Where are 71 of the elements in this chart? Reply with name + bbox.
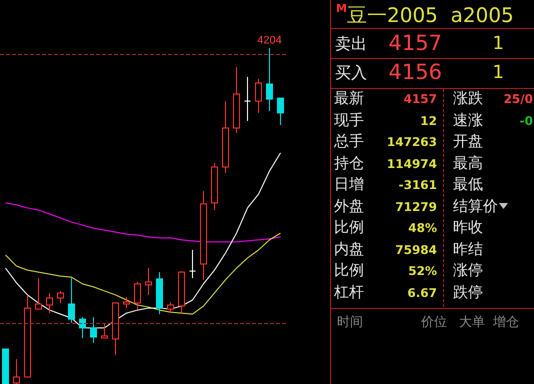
text: 买入 (335, 63, 367, 82)
text: 4156 (388, 60, 442, 84)
candlestick (24, 294, 31, 378)
candlestick (255, 78, 262, 114)
text: 比例 (334, 218, 364, 236)
text: 最新 (334, 89, 364, 107)
candlestick (211, 162, 218, 210)
candlestick (233, 66, 240, 134)
text: 豆一2005 a2005 (347, 3, 514, 27)
text: 时间 (337, 315, 363, 330)
candlestick (68, 278, 75, 324)
text: 12 (420, 114, 437, 128)
text: 开盘 (453, 132, 483, 150)
text: 最低 (453, 175, 483, 193)
candlestick (222, 100, 229, 174)
text: 昨收 (453, 218, 483, 236)
text: 涨跌 (453, 89, 483, 107)
text: 4204 (257, 34, 282, 46)
text: 涨停 (453, 261, 483, 279)
text: 杠杆 (334, 282, 364, 300)
text: 1 (492, 62, 504, 83)
candlestick (13, 358, 20, 384)
candlestick (101, 323, 108, 338)
candlestick (145, 268, 152, 296)
candlestick (189, 249, 196, 279)
text: 现手 (334, 110, 364, 128)
text: 速涨 (453, 110, 483, 128)
candlestick (244, 76, 251, 122)
text: 日增 (334, 175, 364, 193)
text: 48% (408, 221, 437, 235)
candlestick (134, 281, 141, 310)
text: 147263 (386, 135, 437, 149)
text: 价位 (421, 315, 447, 330)
candlestick (156, 272, 163, 315)
text: 总手 (334, 132, 364, 150)
candlestick (123, 296, 130, 309)
candlestick (57, 290, 64, 304)
text: 比例 (334, 261, 364, 279)
candlestick (90, 316, 97, 344)
text: 内盘 (334, 240, 364, 258)
candlestick (266, 48, 273, 112)
text: 持仓 (334, 154, 364, 172)
candlestick (35, 278, 42, 310)
text: 卖出 (335, 34, 367, 53)
text: 1 (492, 33, 504, 54)
text: 最高 (453, 154, 483, 172)
text: 增仓 (493, 315, 519, 330)
text: 大单 (459, 315, 485, 330)
candlestick (112, 302, 119, 356)
candlestick (178, 270, 185, 314)
text: 114974 (386, 156, 437, 170)
text: 昨结 (453, 240, 483, 258)
text: 跌停 (453, 282, 483, 300)
candlestick (277, 98, 284, 126)
text: 6.67 (407, 286, 437, 300)
text: -0 (520, 114, 533, 128)
text: 外盘 (334, 196, 364, 214)
candlestick (2, 348, 9, 384)
text: 75984 (395, 242, 437, 256)
text: M (336, 2, 347, 15)
text: 25/0 (504, 92, 533, 106)
text: 4157 (388, 31, 442, 55)
text: 4157 (404, 92, 437, 106)
candlestick (167, 302, 174, 314)
candlestick (200, 190, 207, 280)
candlestick (46, 292, 53, 314)
text: 71279 (395, 200, 437, 214)
text: 52% (408, 264, 437, 278)
text: -3161 (398, 178, 437, 192)
candlestick (79, 316, 86, 338)
text: 结算价 (453, 196, 498, 214)
